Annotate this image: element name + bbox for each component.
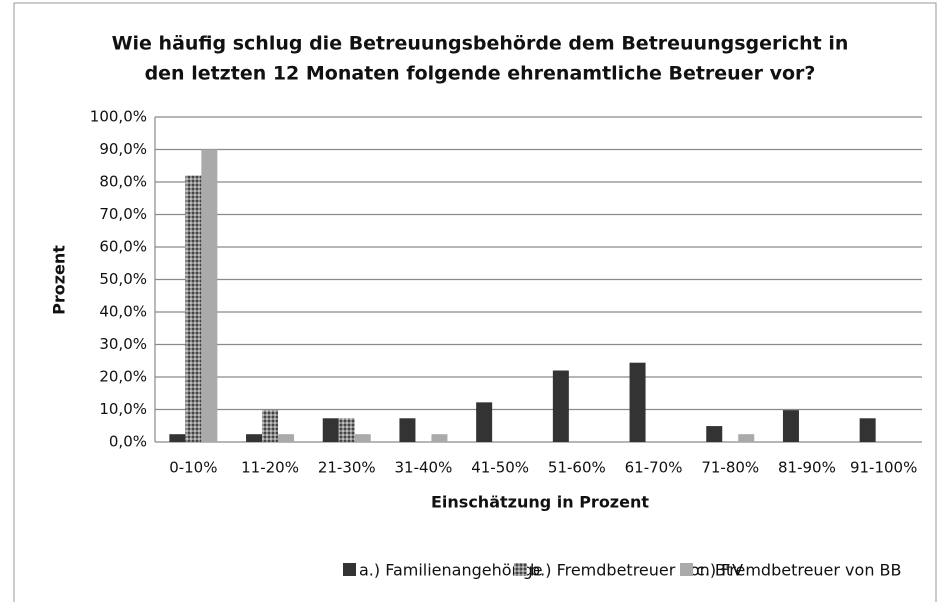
- legend-swatch: [680, 563, 693, 576]
- bar: [859, 418, 876, 442]
- x-tick-label: 0-10%: [169, 459, 217, 477]
- x-tick-label: 51-60%: [548, 459, 606, 477]
- legend-label: a.) Familienangehörige: [359, 561, 543, 580]
- bar: [782, 410, 799, 442]
- y-tick-label: 60,0%: [99, 238, 147, 256]
- bar: [552, 370, 569, 442]
- x-tick-label: 21-30%: [318, 459, 376, 477]
- bar: [278, 434, 295, 442]
- bar: [322, 418, 339, 442]
- y-tick-label: 10,0%: [99, 400, 147, 418]
- bar: [338, 418, 355, 442]
- legend-label: c.) Fremdbetreuer von BB: [696, 561, 902, 580]
- chart-title: den letzten 12 Monaten folgende ehrenamt…: [145, 63, 816, 85]
- legend-swatch: [514, 563, 527, 576]
- y-tick-label: 50,0%: [99, 270, 147, 288]
- y-axis-label: Prozent: [50, 245, 69, 315]
- y-tick-label: 0,0%: [109, 433, 147, 451]
- y-tick-label: 30,0%: [99, 335, 147, 353]
- y-tick-label: 70,0%: [99, 205, 147, 223]
- x-tick-label: 11-20%: [241, 459, 299, 477]
- bar: [738, 434, 755, 442]
- y-tick-label: 100,0%: [90, 108, 147, 126]
- x-tick-label: 91-100%: [850, 459, 917, 477]
- bar: [629, 362, 646, 442]
- bar: [354, 434, 371, 442]
- bar: [262, 410, 279, 442]
- bar: [431, 434, 448, 442]
- bar: [185, 175, 202, 442]
- x-tick-label: 31-40%: [395, 459, 453, 477]
- bar: [476, 402, 493, 442]
- x-axis-label: Einschätzung in Prozent: [431, 493, 649, 512]
- x-tick-label: 81-90%: [778, 459, 836, 477]
- x-tick-label: 41-50%: [471, 459, 529, 477]
- y-tick-label: 40,0%: [99, 303, 147, 321]
- bar: [169, 434, 186, 442]
- y-tick-label: 90,0%: [99, 140, 147, 158]
- x-tick-label: 71-80%: [701, 459, 759, 477]
- frame: [13, 2, 937, 602]
- y-tick-label: 20,0%: [99, 368, 147, 386]
- bar: [246, 434, 263, 442]
- y-tick-label: 80,0%: [99, 173, 147, 191]
- chart-title: Wie häufig schlug die Betreuungsbehörde …: [112, 33, 849, 55]
- legend-swatch: [343, 563, 356, 576]
- bar: [706, 426, 723, 442]
- x-tick-label: 61-70%: [625, 459, 683, 477]
- bar: [201, 149, 218, 442]
- bar: [399, 418, 416, 442]
